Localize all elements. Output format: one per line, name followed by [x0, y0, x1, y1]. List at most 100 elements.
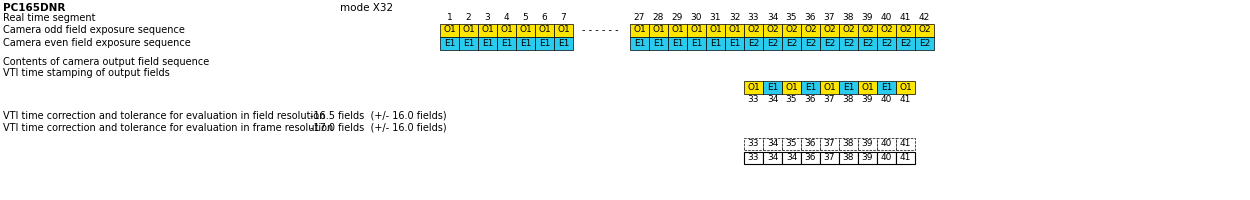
Text: O1: O1 [709, 25, 722, 34]
Text: E1: E1 [520, 38, 531, 47]
Bar [762, 152, 782, 164]
Text: O1: O1 [748, 82, 760, 92]
Bar [858, 80, 878, 94]
Text: - - - - - -: - - - - - - [581, 25, 619, 35]
Text: 33: 33 [748, 154, 759, 162]
Bar [440, 23, 459, 36]
Text: O1: O1 [652, 25, 665, 34]
Bar [858, 36, 878, 49]
Text: O2: O2 [842, 25, 855, 34]
Bar [858, 152, 878, 164]
Bar [801, 23, 820, 36]
Text: E1: E1 [444, 38, 455, 47]
Text: 38: 38 [842, 96, 854, 104]
Bar [649, 36, 668, 49]
Bar [498, 23, 516, 36]
Bar [498, 36, 516, 49]
Text: 32: 32 [729, 14, 740, 22]
Text: E2: E2 [786, 38, 798, 47]
Text: 37: 37 [824, 96, 835, 104]
Bar [782, 138, 801, 150]
Bar [725, 36, 744, 49]
Text: O1: O1 [728, 25, 741, 34]
Text: Camera odd field exposure sequence: Camera odd field exposure sequence [2, 25, 185, 35]
Bar [706, 23, 725, 36]
Text: -17.0 fields  (+/- 16.0 fields): -17.0 fields (+/- 16.0 fields) [310, 123, 446, 133]
Bar [782, 36, 801, 49]
Bar [535, 23, 554, 36]
Text: 39: 39 [861, 14, 874, 22]
Text: 33: 33 [748, 140, 759, 148]
Bar [782, 152, 801, 164]
Text: O1: O1 [519, 25, 532, 34]
Bar [762, 36, 782, 49]
Text: E1: E1 [558, 38, 569, 47]
Bar [801, 80, 820, 94]
Text: 37: 37 [824, 14, 835, 22]
Text: O2: O2 [861, 25, 874, 34]
Text: 38: 38 [842, 14, 854, 22]
Text: O1: O1 [481, 25, 494, 34]
Bar [782, 80, 801, 94]
Text: 34: 34 [786, 154, 798, 162]
Text: 30: 30 [691, 14, 703, 22]
Text: 35: 35 [786, 96, 798, 104]
Text: VTI time stamping of output fields: VTI time stamping of output fields [2, 68, 170, 78]
Text: E2: E2 [900, 38, 911, 47]
Text: E1: E1 [710, 38, 721, 47]
Text: O1: O1 [558, 25, 570, 34]
Text: 39: 39 [861, 154, 874, 162]
Text: O1: O1 [538, 25, 551, 34]
Bar [535, 36, 554, 49]
Bar [725, 23, 744, 36]
Text: 37: 37 [824, 140, 835, 148]
Text: E2: E2 [824, 38, 835, 47]
Text: 6: 6 [541, 14, 548, 22]
Bar [688, 36, 706, 49]
Bar [839, 36, 858, 49]
Text: 28: 28 [652, 14, 664, 22]
Bar [820, 138, 839, 150]
Bar [801, 36, 820, 49]
Text: 27: 27 [634, 14, 645, 22]
Text: E1: E1 [462, 38, 474, 47]
Text: 37: 37 [824, 154, 835, 162]
Text: 35: 35 [786, 14, 798, 22]
Text: 40: 40 [881, 154, 892, 162]
Bar [744, 80, 762, 94]
Text: 42: 42 [919, 14, 930, 22]
Text: VTI time correction and tolerance for evaluation in frame resolution: VTI time correction and tolerance for ev… [2, 123, 334, 133]
Bar [858, 23, 878, 36]
Text: E1: E1 [481, 38, 494, 47]
Text: E1: E1 [501, 38, 512, 47]
Bar [706, 36, 725, 49]
Text: 36: 36 [805, 96, 816, 104]
Text: 5: 5 [522, 14, 529, 22]
Text: 41: 41 [900, 154, 911, 162]
Text: O1: O1 [671, 25, 684, 34]
Text: PC165DNR: PC165DNR [2, 3, 65, 13]
Text: E1: E1 [691, 38, 703, 47]
Text: O2: O2 [748, 25, 760, 34]
Text: 34: 34 [766, 154, 779, 162]
Bar [801, 138, 820, 150]
Bar [820, 23, 839, 36]
Text: E1: E1 [671, 38, 684, 47]
Bar [668, 36, 688, 49]
Text: 4: 4 [504, 14, 509, 22]
Bar [762, 80, 782, 94]
Bar [896, 36, 915, 49]
Text: O2: O2 [804, 25, 816, 34]
Text: 2: 2 [466, 14, 471, 22]
Text: O2: O2 [785, 25, 798, 34]
Bar [839, 138, 858, 150]
Bar [820, 36, 839, 49]
Bar [516, 23, 535, 36]
Text: 38: 38 [842, 154, 854, 162]
Text: E1: E1 [539, 38, 550, 47]
Text: 31: 31 [710, 14, 721, 22]
Bar [858, 138, 878, 150]
Bar [762, 23, 782, 36]
Text: 1: 1 [446, 14, 452, 22]
Bar [878, 36, 896, 49]
